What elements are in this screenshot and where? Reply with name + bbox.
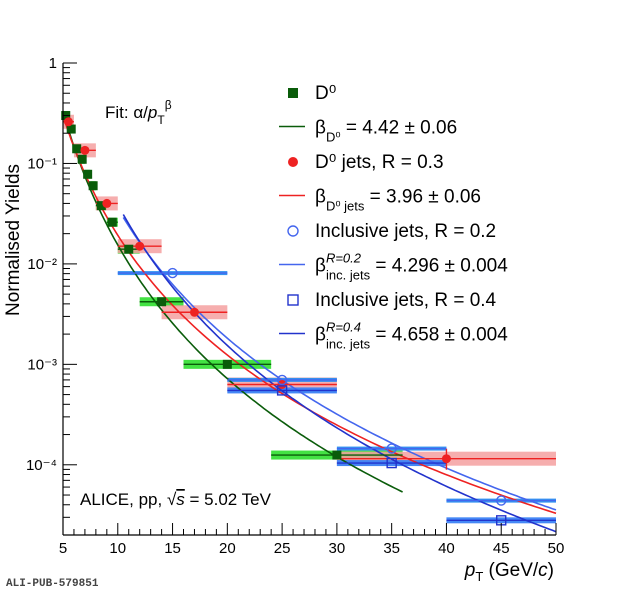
legend-label: βD⁰ jets = 3.96 ± 0.06 <box>315 187 481 214</box>
d0-point <box>72 144 82 154</box>
legend-label: βR=0.2 inc. jets = 4.296 ± 0.004 <box>315 251 508 283</box>
legend-label: βR=0.4 inc. jets = 4.658 ± 0.004 <box>315 320 508 352</box>
x-tick-label: 5 <box>59 540 67 557</box>
d0_fit-curve <box>62 111 403 493</box>
inc04-point <box>386 457 397 469</box>
legend-entry-d0jet: D⁰ jets, R = 0.3 <box>288 152 444 173</box>
y-tick-label: 10⁻² <box>27 256 57 273</box>
x-tick-label: 10 <box>109 540 126 557</box>
legend: D⁰ βD⁰ = 4.42 ± 0.06 D⁰ jets, R = 0.3 βD⁰ j… <box>279 83 508 352</box>
y-tick-label: 10⁻³ <box>27 356 57 373</box>
inc02-point <box>276 374 288 386</box>
experiment-label: ALICE, pp, √s = 5.02 TeV <box>80 490 272 509</box>
x-tick-label: 30 <box>329 540 346 557</box>
y-tick-label: 10⁻⁴ <box>26 457 57 474</box>
legend-entry-d0jet_fit: βD⁰ jets = 3.96 ± 0.06 <box>279 187 481 214</box>
legend-entry-inc02_fit: βR=0.2 inc. jets = 4.296 ± 0.004 <box>279 251 508 283</box>
d0-point <box>83 169 93 179</box>
x-tick-label: 25 <box>274 540 291 557</box>
d0-point <box>66 124 76 134</box>
inc02-point <box>386 443 397 454</box>
d0-point <box>96 201 106 211</box>
d0-point <box>157 297 167 307</box>
legend-label: Inclusive jets, R = 0.2 <box>315 221 496 242</box>
legend-entry-inc02: Inclusive jets, R = 0.2 <box>287 221 496 242</box>
legend-label: D⁰ jets, R = 0.3 <box>315 152 444 173</box>
inc04-legend-marker <box>287 294 299 306</box>
y-tick-label: 1 <box>49 55 57 72</box>
d0-point <box>77 154 87 164</box>
fit-curves <box>62 111 557 533</box>
fit-formula-label: Fit: α/pTβ <box>105 98 172 127</box>
legend-label: βD⁰ = 4.42 ± 0.06 <box>315 118 457 145</box>
d0jet-point <box>80 145 90 155</box>
legend-entry-inc04: Inclusive jets, R = 0.4 <box>287 290 497 311</box>
x-tick-label: 20 <box>219 540 236 557</box>
publication-id: ALI-PUB-579851 <box>6 578 99 590</box>
d0jet-point <box>102 198 112 208</box>
d0-point <box>88 181 98 191</box>
systematic-bands <box>63 111 556 524</box>
inc04-point <box>276 385 288 396</box>
legend-label: D⁰ <box>315 83 336 104</box>
legend-entry-d0_fit: βD⁰ = 4.42 ± 0.06 <box>279 118 457 145</box>
y-axis-title: Normalised Yields <box>3 164 24 316</box>
legend-entry-inc04_fit: βR=0.4 inc. jets = 4.658 ± 0.004 <box>279 320 508 352</box>
d0jet-point <box>189 307 199 317</box>
d0-point <box>107 217 117 227</box>
legend-entry-d0: D⁰ <box>288 83 336 104</box>
x-tick-label: 40 <box>438 540 455 557</box>
d0jet-point <box>63 117 73 127</box>
d0-point <box>124 244 134 254</box>
inc02-point <box>167 267 178 279</box>
inc02-point <box>496 495 507 506</box>
d0jet-point <box>441 454 451 464</box>
x-tick-label: 45 <box>493 540 510 557</box>
x-tick-label: 15 <box>164 540 181 557</box>
x-axis-title: pT (GeV/c) <box>464 560 554 584</box>
d0-point <box>222 359 232 369</box>
inc02-legend-marker <box>287 225 299 237</box>
axes: 5 10 15 20 25 30 35 40 45 50 1 10⁻¹ 10⁻² 10⁻³ 10⁻⁴ <box>26 55 564 557</box>
x-tick-label: 50 <box>548 540 565 557</box>
x-tick-label: 35 <box>383 540 400 557</box>
d0-legend-marker <box>288 88 298 98</box>
d0-point <box>332 450 342 460</box>
d0jet-legend-marker <box>288 157 298 167</box>
d0jet-point <box>135 241 145 251</box>
legend-label: Inclusive jets, R = 0.4 <box>315 290 497 311</box>
y-tick-label: 10⁻¹ <box>27 155 57 172</box>
